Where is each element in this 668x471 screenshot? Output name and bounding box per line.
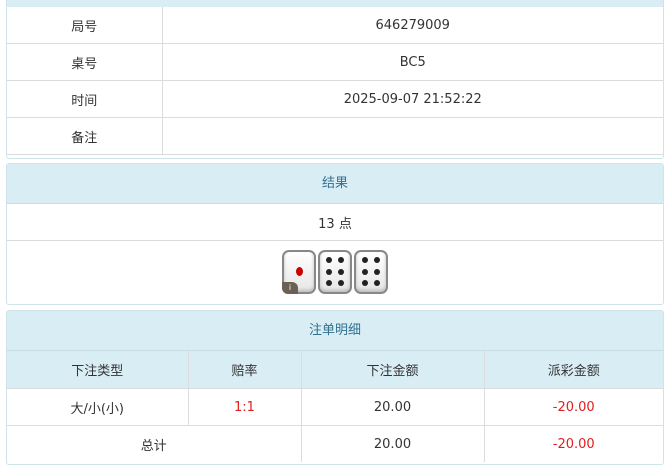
info-panel: 局号 646279009 桌号 BC5 时间 2025-09-07 21:52:22 … <box>6 0 664 159</box>
info-row-note: 备注 <box>7 117 663 155</box>
result-points: 13 点 <box>7 204 663 241</box>
pip <box>295 267 303 276</box>
dice-row: i <box>7 240 663 302</box>
total-row: 总计 20.00 -20.00 <box>7 425 663 462</box>
bet-details-panel: 注单明细 下注类型 赔率 下注金额 派彩金额 大/小(小) 1:1 20.00 … <box>6 310 664 465</box>
result-title: 结果 <box>7 164 663 204</box>
header-odds: 赔率 <box>187 351 302 389</box>
die-6-icon <box>354 249 388 294</box>
label: 备注 <box>7 117 163 155</box>
header-payout: 派彩金额 <box>483 351 663 389</box>
die-6-icon <box>318 249 352 294</box>
info-table: 局号 646279009 桌号 BC5 时间 2025-09-07 21:52:22 … <box>7 7 663 155</box>
pip <box>374 268 380 275</box>
pip <box>326 279 332 286</box>
pip <box>362 257 368 264</box>
pip <box>374 257 380 264</box>
label: 局号 <box>7 7 163 44</box>
table-row: 大/小(小) 1:1 20.00 -20.00 <box>7 388 663 426</box>
total-label: 总计 <box>7 425 302 462</box>
round-id: 646279009 <box>161 7 663 44</box>
info-row-table: 桌号 BC5 <box>7 43 663 81</box>
time: 2025-09-07 21:52:22 <box>161 80 663 118</box>
die-1-icon: i <box>282 249 316 294</box>
result-panel: 结果 13 点 i <box>6 163 664 305</box>
payout: -20.00 <box>483 388 663 426</box>
pip <box>338 257 344 264</box>
header-bet-type: 下注类型 <box>7 351 189 389</box>
note <box>161 117 663 155</box>
pip <box>326 268 332 275</box>
amount: 20.00 <box>300 388 485 426</box>
pip <box>374 279 380 286</box>
pip <box>362 268 368 275</box>
header-amount: 下注金额 <box>300 351 485 389</box>
info-row-round: 局号 646279009 <box>7 7 663 44</box>
label: 时间 <box>7 80 163 118</box>
bet-type: 大/小(小) <box>7 388 189 426</box>
total-amount: 20.00 <box>300 425 485 462</box>
bet-table-header: 下注类型 赔率 下注金额 派彩金额 <box>7 351 663 389</box>
pip <box>338 279 344 286</box>
table-id: BC5 <box>161 43 663 81</box>
bet-details-title: 注单明细 <box>7 311 663 351</box>
pip <box>362 279 368 286</box>
pip <box>338 268 344 275</box>
info-badge-icon[interactable]: i <box>282 281 298 294</box>
info-panel-header <box>7 0 663 7</box>
label: 桌号 <box>7 43 163 81</box>
info-row-time: 时间 2025-09-07 21:52:22 <box>7 80 663 118</box>
pip <box>326 257 332 264</box>
odds: 1:1 <box>187 388 302 426</box>
total-payout: -20.00 <box>483 425 663 462</box>
